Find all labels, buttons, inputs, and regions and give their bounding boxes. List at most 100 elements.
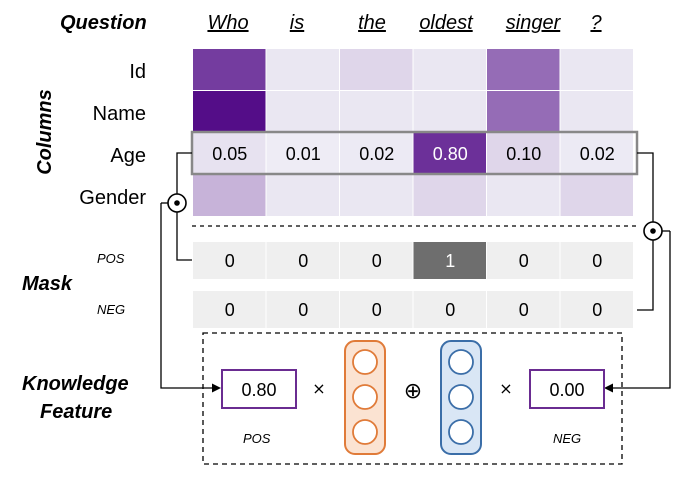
heatmap-cell-bg xyxy=(266,49,339,90)
mask-cell xyxy=(560,291,633,328)
heatmap-cell-bg xyxy=(266,91,339,132)
question-token: the xyxy=(358,12,386,34)
knowledge-label-line2: Feature xyxy=(40,401,112,423)
pos-vector-cell-3 xyxy=(352,419,378,445)
mask-pos-label: POS xyxy=(97,251,125,266)
heatmap-cell xyxy=(487,91,560,132)
heatmap-cell xyxy=(193,91,266,132)
columns-label: Columns xyxy=(34,89,56,175)
heatmap-cell-bg xyxy=(193,133,266,174)
attention-heatmap: 0.05 0.01 0.02 0.80 0.10 0.02 xyxy=(193,49,633,216)
column-names: Id Name Age Gender xyxy=(79,61,146,209)
heatmap-cell xyxy=(340,49,413,90)
age-attention-value: 0.10 xyxy=(506,144,541,164)
heatmap-cell-bg xyxy=(560,91,633,132)
mask-cell xyxy=(560,242,633,279)
heatmap-cell xyxy=(560,175,633,216)
mask-value: 0 xyxy=(592,300,602,320)
mask-neg-row: 0 0 0 0 0 0 xyxy=(193,291,633,328)
heatmap-cell xyxy=(414,91,487,132)
heatmap-cell-bg xyxy=(266,175,339,216)
mask-value: 0 xyxy=(298,251,308,271)
heatmap-cell-bg xyxy=(340,91,413,132)
mask-cell xyxy=(193,291,266,328)
mask-value: 0 xyxy=(372,300,382,320)
mask-cell xyxy=(487,291,560,328)
heatmap-cell xyxy=(487,49,560,90)
column-name: Gender xyxy=(79,187,146,209)
heatmap-cell xyxy=(193,133,266,174)
mask-value: 0 xyxy=(519,251,529,271)
mask-value: 0 xyxy=(372,251,382,271)
age-attention-value: 0.02 xyxy=(580,144,615,164)
heatmap-cell-bg xyxy=(340,175,413,216)
knowledge-label-line1: Knowledge xyxy=(22,373,129,395)
heatmap-cell-bg xyxy=(487,133,560,174)
question-token: oldest xyxy=(419,12,474,34)
question-token: singer xyxy=(506,12,562,34)
heatmap-cell-bg xyxy=(560,175,633,216)
heatmap-cell xyxy=(267,91,340,132)
heatmap-cell-bg xyxy=(413,175,486,216)
question-token: is xyxy=(290,12,304,34)
heatmap-cell xyxy=(487,175,560,216)
neg-vector-cell-1 xyxy=(448,349,474,375)
question-token: Who xyxy=(207,12,248,34)
feature-dashed-box xyxy=(202,332,623,465)
question-label: Question xyxy=(60,12,147,34)
mask-cell xyxy=(340,291,413,328)
mask-value: 0 xyxy=(298,300,308,320)
question-token: ? xyxy=(590,12,602,34)
heatmap-cell-bg xyxy=(413,91,486,132)
mask-cell xyxy=(266,291,339,328)
heatmap-cell-bg xyxy=(560,133,633,174)
column-name: Age xyxy=(110,145,146,167)
column-name: Name xyxy=(93,103,146,125)
age-attention-value: 0.05 xyxy=(212,144,247,164)
heatmap-cell-bg xyxy=(413,49,486,90)
pos-feature-box xyxy=(221,369,297,409)
age-attention-value: 0.80 xyxy=(433,144,468,164)
question-tokens: Who is the oldest singer? xyxy=(207,12,602,34)
pos-vector-cell-2 xyxy=(352,384,378,410)
heatmap-cell xyxy=(193,49,266,90)
mask-pos-row: 0 0 0 1 0 0 xyxy=(193,242,633,279)
heatmap-cell xyxy=(267,175,340,216)
heatmap-cell xyxy=(413,175,486,216)
pos-feature-label: POS xyxy=(243,431,271,446)
age-attention-value: 0.01 xyxy=(286,144,321,164)
left-feature-arrow-line xyxy=(160,203,215,389)
heatmap-cell xyxy=(413,133,486,174)
pos-feature-value: 0.80 xyxy=(241,380,276,400)
left-odot-dot xyxy=(174,200,180,206)
column-name: Id xyxy=(129,61,146,83)
times-symbol-2: × xyxy=(499,379,512,398)
heatmap-cell xyxy=(267,49,340,90)
neg-vector-cell-2 xyxy=(448,384,474,410)
right-arrow-head xyxy=(604,383,613,393)
pos-vector-cell-1 xyxy=(352,349,378,375)
mask-value: 0 xyxy=(592,251,602,271)
neg-feature-value: 0.00 xyxy=(549,380,584,400)
age-attention-value: 0.02 xyxy=(359,144,394,164)
mask-label: Mask xyxy=(22,273,73,295)
heatmap-cell xyxy=(340,91,413,132)
heatmap-cell-bg xyxy=(340,133,413,174)
heatmap-cell-bg xyxy=(266,133,339,174)
heatmap-cell-bg xyxy=(487,175,560,216)
neg-feature-label: NEG xyxy=(553,431,581,446)
heatmap-cell xyxy=(561,91,634,132)
heatmap-cell-bg xyxy=(560,49,633,90)
mask-value: 0 xyxy=(445,300,455,320)
heatmap-cell xyxy=(193,175,266,216)
mask-neg-label: NEG xyxy=(97,302,125,317)
mask-value: 0 xyxy=(519,300,529,320)
mask-value: 1 xyxy=(445,251,455,271)
heatmap-cell xyxy=(340,175,413,216)
mask-cell xyxy=(413,291,486,328)
mask-value: 0 xyxy=(225,251,235,271)
mask-cell xyxy=(413,242,486,279)
mask-cell xyxy=(193,242,266,279)
heatmap-cell xyxy=(414,49,487,90)
